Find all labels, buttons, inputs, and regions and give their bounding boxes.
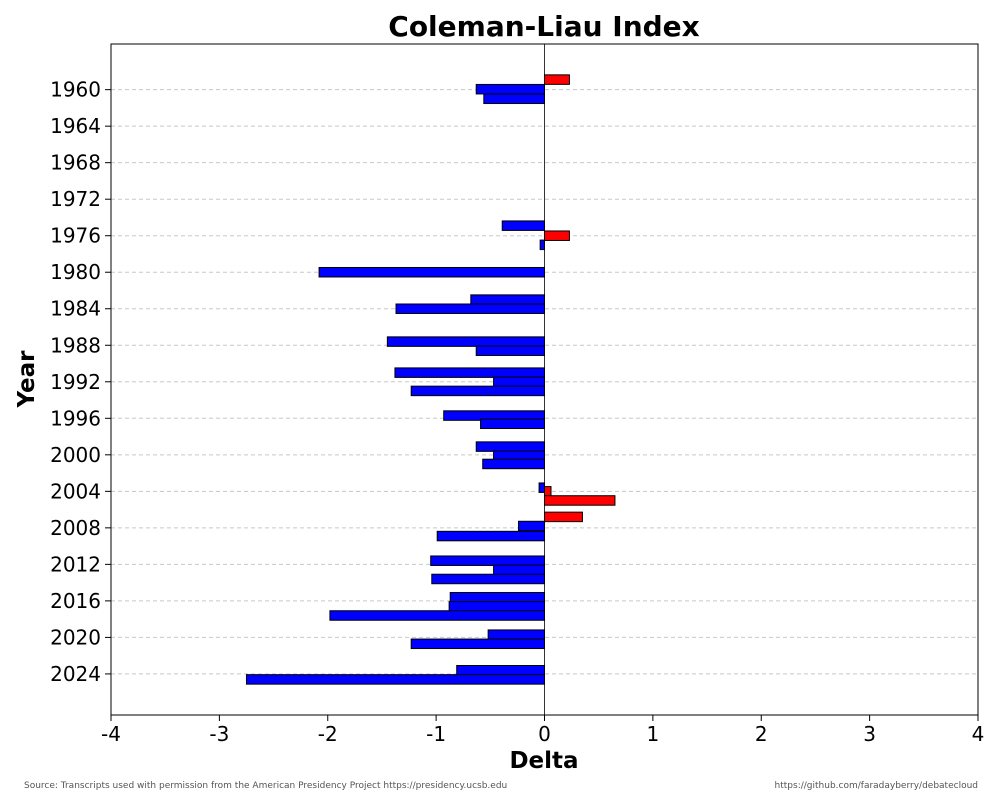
y-tick-label: 2016 (50, 589, 101, 613)
x-tick-label: 4 (972, 722, 985, 746)
bar (318, 266, 545, 278)
bar (329, 610, 546, 621)
y-tick-label: 2020 (50, 625, 101, 649)
x-tick-label: -2 (318, 722, 338, 746)
bar (410, 638, 546, 650)
bar (487, 629, 545, 640)
bar (517, 520, 545, 532)
bar (394, 367, 545, 378)
y-tick-label: 1980 (50, 260, 101, 284)
y-tick-label: 1996 (50, 406, 101, 430)
bar (544, 230, 570, 241)
y-ticks: 1960 1964 1968 1972 1976 1980 1984 1988 1992 1996… (50, 78, 111, 686)
chart-title: Coleman-Liau Index (388, 10, 699, 43)
bar (395, 303, 545, 314)
x-tick-label: 0 (538, 722, 551, 746)
x-tick-label: 2 (755, 722, 768, 746)
y-tick-label: 1968 (50, 151, 101, 175)
x-tick-label: -3 (209, 722, 229, 746)
bar (475, 441, 546, 452)
bar (501, 220, 546, 231)
bar (430, 555, 545, 566)
bar (480, 418, 545, 430)
bar (483, 93, 545, 105)
y-tick-label: 1964 (50, 114, 101, 138)
y-axis-label: Year (14, 350, 40, 409)
bar (410, 385, 546, 397)
y-tick-label: 1960 (50, 78, 101, 102)
x-tick-label: -4 (101, 722, 121, 746)
bar (475, 83, 546, 95)
x-tick-label: -1 (426, 722, 446, 746)
bar (544, 511, 583, 523)
bar (493, 376, 545, 388)
x-ticks: -4 -3 -2 -1 0 1 2 3 4 (101, 715, 984, 746)
bar (475, 345, 546, 356)
y-tick-label: 2004 (50, 479, 101, 503)
bar (539, 239, 545, 251)
bar (544, 74, 570, 85)
bar (493, 564, 545, 576)
x-axis-label: Delta (509, 748, 578, 774)
bar (544, 495, 616, 506)
bar (448, 601, 546, 612)
y-tick-label: 2000 (50, 443, 101, 467)
bar (470, 294, 545, 305)
bar (482, 458, 546, 470)
x-tick-label: 1 (647, 722, 660, 746)
bar (544, 486, 552, 497)
bar (431, 573, 546, 585)
bar (386, 336, 546, 347)
bar (449, 591, 545, 603)
bar (538, 482, 545, 493)
x-tick-label: 3 (863, 722, 876, 746)
bar (456, 665, 545, 676)
y-tick-label: 1992 (50, 370, 101, 394)
y-tick-label: 2024 (50, 662, 101, 686)
bars-layer (245, 74, 616, 685)
y-tick-label: 2012 (50, 552, 101, 576)
y-tick-label: 1988 (50, 333, 101, 357)
y-tick-label: 2008 (50, 516, 101, 540)
bar (436, 530, 545, 542)
y-tick-label: 1972 (50, 187, 101, 211)
y-tick-label: 1984 (50, 297, 101, 321)
bar (245, 674, 545, 685)
source-note: Source: Transcripts used with permission… (24, 781, 508, 791)
repo-link: https://github.com/faradayberry/debatecl… (774, 781, 978, 791)
grid-layer (111, 89, 978, 675)
y-tick-label: 1976 (50, 224, 101, 248)
